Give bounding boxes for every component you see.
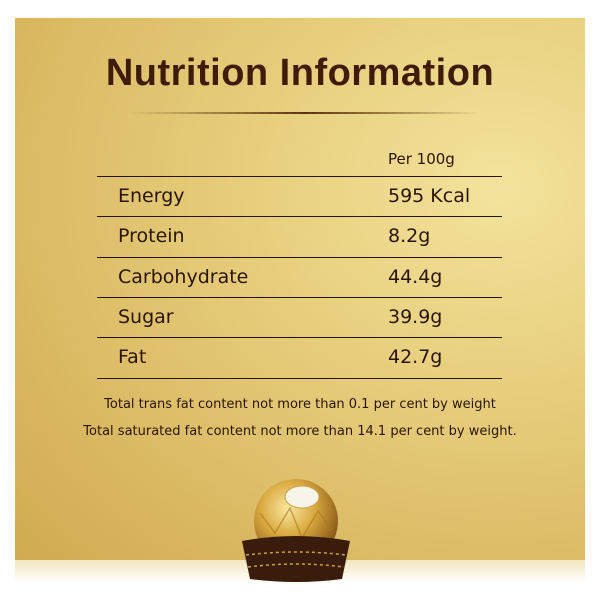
row-value: 39.9g [388, 306, 443, 328]
row-label: Carbohydrate [118, 266, 249, 288]
page-title: Nutrition Information [105, 52, 495, 94]
row-label: Protein [118, 225, 185, 247]
row-value: 595 Kcal [388, 185, 471, 207]
row-value: 8.2g [388, 225, 431, 247]
table-row: Protein 8.2g [97, 216, 502, 257]
table-row: Carbohydrate 44.4g [97, 257, 502, 298]
row-label: Energy [118, 185, 185, 207]
title-divider [130, 112, 480, 114]
table-row: Fat 42.7g [97, 337, 502, 379]
footnote-saturated-fat: Total saturated fat content not more tha… [83, 424, 517, 439]
footnote-trans-fat: Total trans fat content not more than 0.… [104, 397, 496, 412]
row-value: 42.7g [388, 346, 443, 368]
row-value: 44.4g [388, 266, 443, 288]
table-row: Energy 595 Kcal [97, 176, 502, 217]
chocolate-product-image [242, 479, 350, 582]
row-label: Fat [118, 346, 147, 368]
table-row: Sugar 39.9g [97, 297, 502, 338]
column-header: Per 100g [388, 150, 455, 168]
row-label: Sugar [118, 306, 174, 328]
